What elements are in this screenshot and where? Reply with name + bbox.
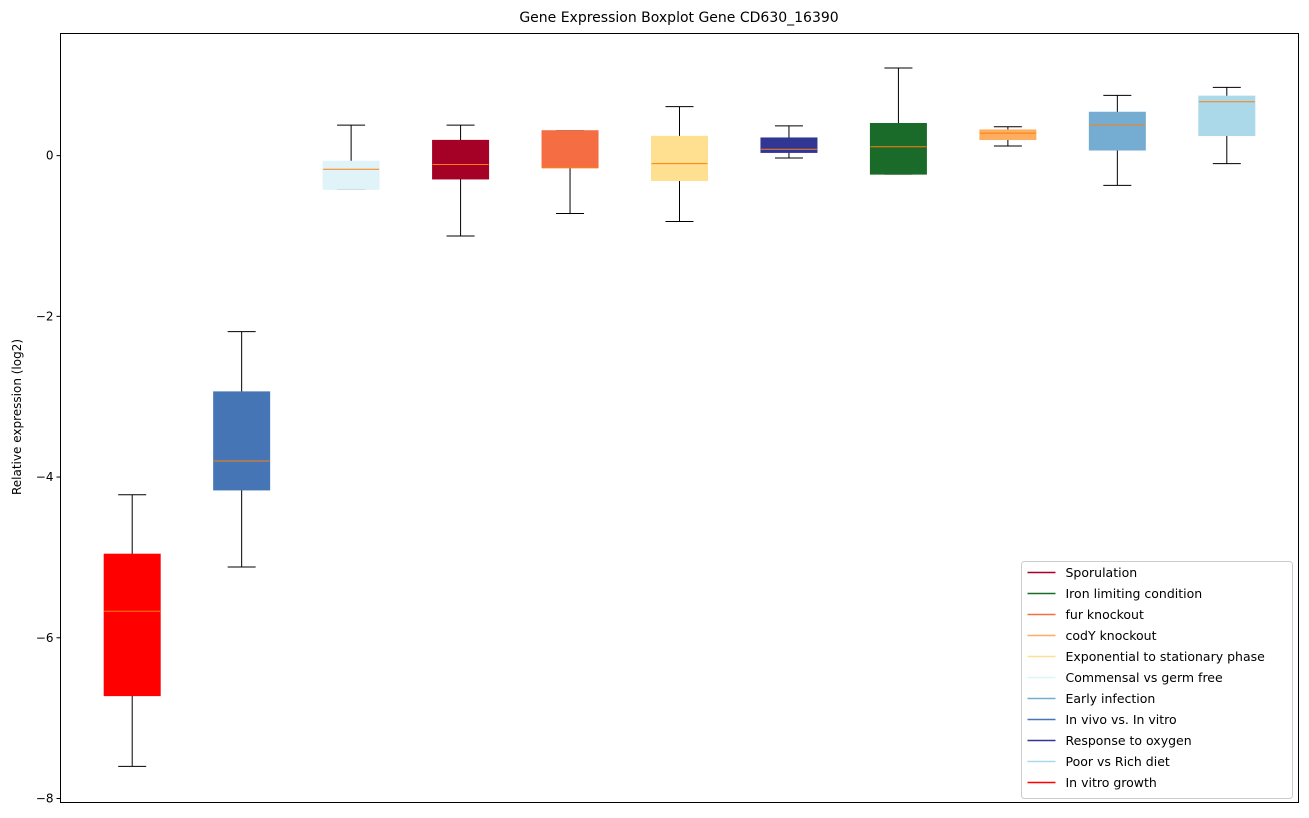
legend-label: In vitro growth: [1066, 775, 1157, 790]
legend-frame: [1021, 561, 1293, 799]
y-tick-label: 0: [46, 149, 54, 163]
iqr-box: [322, 160, 380, 190]
iqr-box: [760, 137, 818, 153]
iqr-box: [432, 139, 490, 180]
box-iron-limiting-condition: [869, 67, 927, 175]
plot-frame: [60, 33, 1299, 803]
legend-label: Exponential to stationary phase: [1066, 649, 1266, 664]
y-tick-label: −6: [36, 631, 54, 645]
iqr-box: [869, 122, 927, 175]
box-exponential-to-stationary-phase: [651, 106, 708, 223]
legend: Sporulation Iron limiting condition fur kn…: [1021, 561, 1293, 799]
legend-label: In vivo vs. In vitro: [1066, 712, 1177, 727]
box-in-vitro-growth: [103, 494, 161, 767]
y-tick-label: −8: [36, 791, 54, 805]
iqr-box: [1198, 95, 1256, 137]
box-fur-knockout: [541, 130, 599, 214]
iqr-box: [979, 129, 1037, 141]
legend-label: Iron limiting condition: [1066, 586, 1203, 601]
chart-title: Gene Expression Boxplot Gene CD630_16390: [519, 10, 838, 26]
iqr-box: [651, 135, 708, 182]
box-commensal-vs-germ-free: [322, 124, 380, 190]
y-axis-label: Relative expression (log2): [10, 339, 24, 495]
y-axis: −8 −6 −4 −2 0: [36, 149, 61, 805]
box-sporulation: [432, 124, 490, 237]
legend-label: Early infection: [1066, 691, 1156, 706]
iqr-box: [103, 553, 161, 697]
y-tick-label: −2: [36, 309, 54, 323]
box-early-infection: [1088, 94, 1146, 186]
iqr-box: [1088, 111, 1146, 151]
iqr-box: [213, 391, 271, 491]
box-in-vivo-vs-in-vitro: [213, 331, 271, 568]
legend-label: Poor vs Rich diet: [1066, 754, 1170, 769]
legend-label: Sporulation: [1066, 565, 1138, 580]
boxes-layer: [103, 67, 1256, 767]
legend-label: Commensal vs germ free: [1066, 670, 1223, 685]
legend-label: Response to oxygen: [1066, 733, 1192, 748]
box-poor-vs-rich-diet: [1198, 86, 1256, 165]
y-tick-label: −4: [36, 470, 54, 484]
legend-label: codY knockout: [1066, 628, 1157, 643]
box-response-to-oxygen: [760, 125, 818, 159]
iqr-box: [541, 130, 599, 169]
box-cody-knockout: [979, 126, 1037, 147]
legend-label: fur knockout: [1066, 607, 1144, 622]
